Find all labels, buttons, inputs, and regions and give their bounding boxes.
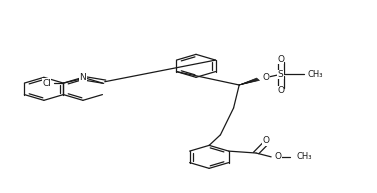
Text: O: O: [263, 73, 270, 82]
Text: CH₃: CH₃: [308, 70, 323, 79]
Text: O: O: [263, 136, 270, 145]
Text: O: O: [277, 86, 284, 95]
Text: CH₃: CH₃: [296, 152, 312, 161]
Text: S: S: [277, 70, 284, 79]
Text: N: N: [80, 73, 86, 82]
Text: O: O: [277, 55, 284, 64]
Text: O: O: [274, 152, 281, 161]
Text: Cl: Cl: [42, 79, 51, 88]
